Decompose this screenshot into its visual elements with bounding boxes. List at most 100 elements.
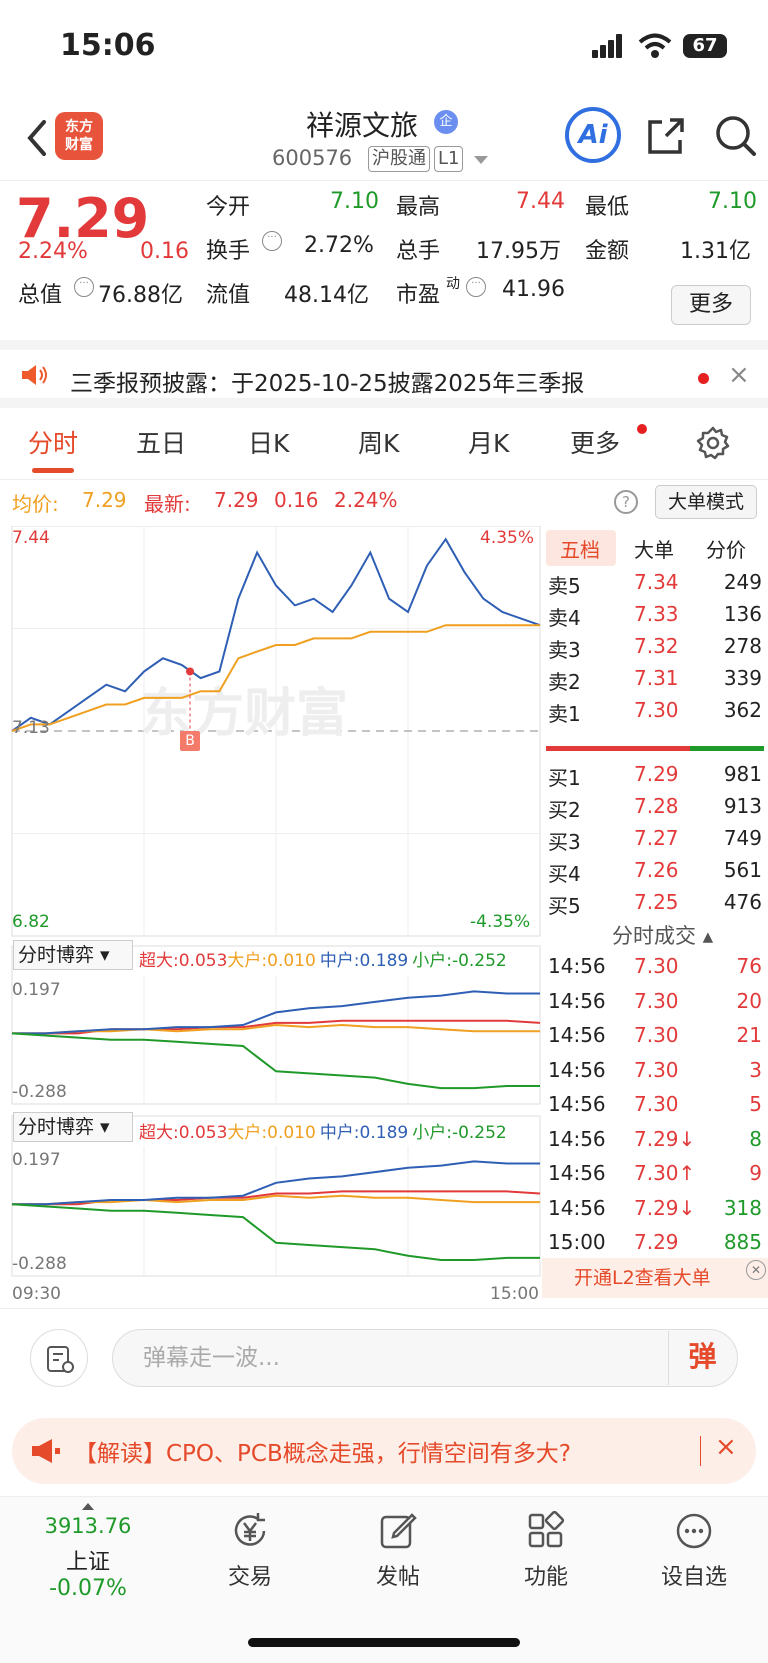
- indicator-legend: 超大:0.053大户:0.010 中户:0.189 小户:-0.252: [139, 1123, 507, 1143]
- active-tab-indicator: [32, 468, 74, 473]
- ask-row[interactable]: 卖2 7.31 339: [548, 666, 762, 694]
- indicator-line: [12, 990, 540, 1035]
- share-icon[interactable]: [646, 116, 686, 156]
- comment-bar: 弹幕走一波... 弹: [0, 1308, 768, 1404]
- search-icon[interactable]: [714, 114, 758, 158]
- bid-row[interactable]: 买1 7.29 981: [548, 762, 762, 790]
- nav-trade[interactable]: 交易: [190, 1511, 310, 1591]
- gear-icon[interactable]: [696, 426, 730, 460]
- app-logo[interactable]: 东方 财富: [55, 112, 103, 160]
- signal-icon: [592, 34, 624, 58]
- pct-axis-low: -4.35%: [470, 912, 531, 932]
- more-button[interactable]: 更多: [671, 285, 751, 325]
- back-arrow-icon[interactable]: [22, 118, 52, 158]
- indicator-bottom-value: -0.288: [12, 1082, 67, 1102]
- ask-row[interactable]: 卖4 7.33 136: [548, 602, 762, 630]
- promo-banner[interactable]: 【解读】CPO、PCB概念走强，行情空间有多大? ×: [12, 1418, 756, 1484]
- x-axis-end: 15:00: [490, 1284, 539, 1304]
- indicator-line: [11, 1203, 540, 1261]
- l2-upgrade-banner[interactable]: 开通L2查看大单: [542, 1258, 768, 1298]
- trade-row: 14:56 7.29↓ 8: [548, 1126, 762, 1151]
- indicator-select[interactable]: 分时博弈 ▾: [13, 1112, 133, 1142]
- trade-row: 14:56 7.29↓ 318: [548, 1195, 762, 1220]
- nav-post[interactable]: 发帖: [338, 1511, 458, 1591]
- bid-row[interactable]: 买2 7.28 913: [548, 794, 762, 822]
- notice-text: 三季报预披露：于2025-10-25披露2025年三季报: [70, 371, 585, 397]
- tab-five-day[interactable]: 五日: [136, 429, 187, 458]
- nav-functions[interactable]: 功能: [486, 1511, 606, 1591]
- bid-row[interactable]: 买5 7.25 476: [548, 890, 762, 918]
- trades-title[interactable]: 分时成交 ▴: [612, 924, 714, 948]
- avg-price-label: 均价:: [12, 492, 59, 516]
- period-tabs: 分时 五日 日K 周K 月K 更多: [0, 408, 768, 480]
- tab-price-dist[interactable]: 分价: [706, 538, 746, 562]
- change-percent: 2.24%: [18, 239, 88, 264]
- open-value: 7.10: [330, 189, 379, 214]
- order-book-divider: [546, 746, 764, 751]
- edit-icon: [380, 1513, 417, 1549]
- battery-icon: 67: [683, 34, 727, 58]
- indicator-line: [12, 1194, 540, 1206]
- speaker-icon: [22, 365, 47, 385]
- tab-level5[interactable]: 五档: [560, 538, 600, 562]
- status-bar: 15:06 67: [0, 0, 768, 100]
- index-quote[interactable]: 3913.76 上证 -0.07%: [28, 1503, 148, 1601]
- level-tag: L1: [434, 146, 464, 172]
- nav-add-watchlist[interactable]: 设自选: [634, 1511, 754, 1591]
- avg-price-line: [11, 624, 540, 732]
- tab-big-orders[interactable]: 大单: [634, 538, 674, 562]
- danmu-input[interactable]: 弹幕走一波...: [112, 1329, 738, 1387]
- change-amount: 0.16: [274, 488, 319, 512]
- pe-label: 市盈: [396, 283, 441, 308]
- avg-price-value: 7.29: [82, 488, 127, 512]
- amount-value: 1.31亿: [680, 239, 751, 264]
- price-line: [11, 537, 541, 732]
- comment-list-button[interactable]: [30, 1329, 88, 1387]
- grid-icon: [528, 1511, 565, 1548]
- more-dots-icon[interactable]: ···: [262, 231, 282, 251]
- pe-superscript: 动: [446, 276, 460, 292]
- wifi-icon: [638, 33, 672, 58]
- buy-marker[interactable]: B: [180, 731, 200, 751]
- help-icon[interactable]: ?: [614, 490, 638, 514]
- more-dots-icon[interactable]: ···: [466, 277, 486, 297]
- indicator-bottom-value: -0.288: [12, 1254, 67, 1274]
- turnover-label: 换手: [206, 239, 251, 264]
- indicator-top-value: 0.197: [12, 1150, 61, 1170]
- marker-dot: [186, 667, 194, 676]
- notice-bar[interactable]: 三季报预披露：于2025-10-25披露2025年三季报 ×: [0, 340, 768, 408]
- bid-row[interactable]: 买4 7.26 561: [548, 858, 762, 886]
- open-label: 今开: [206, 195, 251, 220]
- intraday-chart[interactable]: 东方财富: [0, 526, 542, 1306]
- hk-connect-tag: 沪股通: [368, 146, 430, 172]
- trade-row: 14:56 7.30 5: [548, 1092, 762, 1116]
- chevron-down-icon[interactable]: [474, 156, 488, 164]
- last-price-label: 最新:: [144, 492, 191, 516]
- danmu-button[interactable]: 弹: [668, 1331, 736, 1385]
- home-indicator: [248, 1638, 520, 1647]
- bid-row[interactable]: 买3 7.27 749: [548, 826, 762, 854]
- tab-monthly-k[interactable]: 月K: [468, 429, 510, 458]
- ask-row[interactable]: 卖3 7.32 278: [548, 634, 762, 662]
- tab-daily-k[interactable]: 日K: [248, 429, 290, 458]
- indicator-select[interactable]: 分时博弈 ▾: [13, 940, 133, 970]
- tab-intraday[interactable]: 分时: [28, 429, 79, 458]
- last-price: 7.29: [16, 187, 150, 250]
- tab-more[interactable]: 更多: [570, 429, 621, 458]
- close-icon[interactable]: ×: [715, 1432, 737, 1462]
- y-axis-high: 7.44: [12, 528, 50, 548]
- pct-axis-high: 4.35%: [480, 528, 535, 548]
- turnover-value: 2.72%: [304, 233, 374, 258]
- unread-dot: [637, 424, 647, 434]
- tab-weekly-k[interactable]: 周K: [358, 429, 400, 458]
- ai-button[interactable]: Ai: [565, 107, 621, 163]
- close-icon[interactable]: ✕: [746, 1260, 766, 1280]
- ask-row[interactable]: 卖1 7.30 362: [548, 698, 762, 726]
- more-dots-icon[interactable]: ···: [74, 277, 94, 297]
- quote-panel: 7.29 2.24% 0.16 总值 ··· 76.88亿 今开 7.10 最高…: [0, 180, 768, 340]
- more-circle-icon: [676, 1513, 712, 1549]
- ask-row[interactable]: 卖5 7.34 249: [548, 570, 762, 598]
- big-order-mode-button[interactable]: 大单模式: [655, 485, 757, 519]
- volume-label: 总手: [396, 239, 441, 264]
- close-icon[interactable]: ×: [728, 360, 750, 390]
